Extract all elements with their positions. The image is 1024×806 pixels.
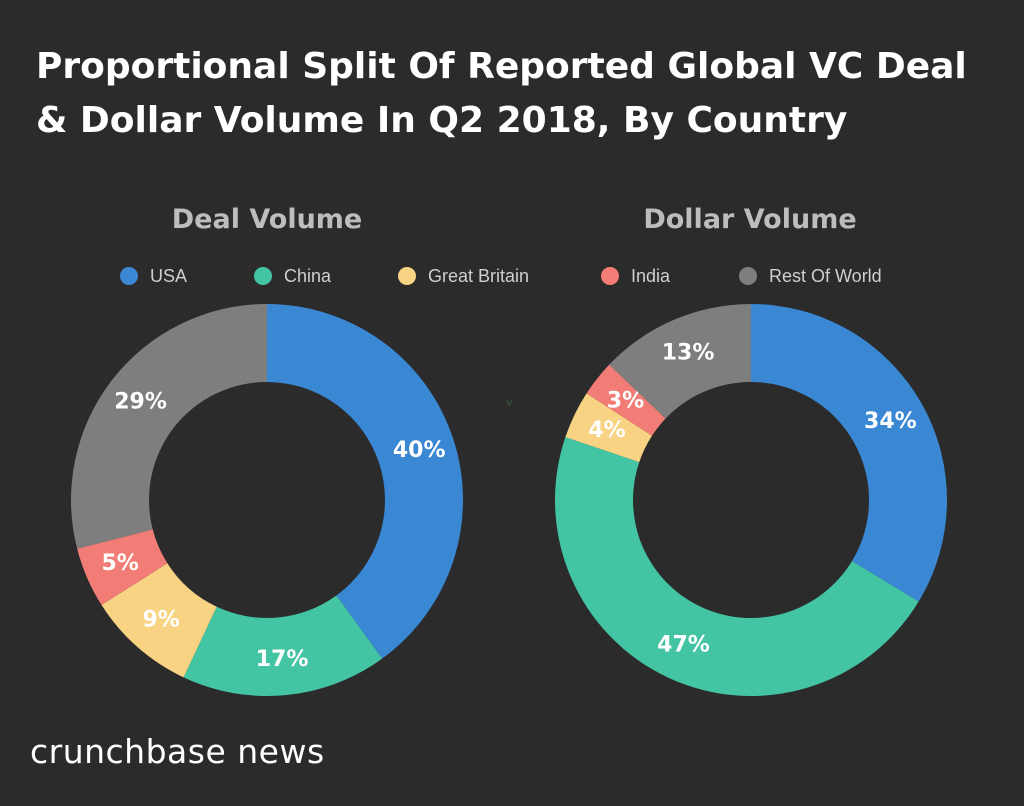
deal-slice-china	[183, 595, 383, 696]
deal-label-usa: 40%	[393, 438, 446, 463]
deal-slice-india	[77, 529, 168, 606]
dollar-label-india: 3%	[607, 388, 644, 413]
legend-label-great-britain: Great Britain	[428, 265, 530, 286]
page-title-line-1: Proportional Split Of Reported Global VC…	[36, 46, 967, 87]
legend-item-usa: USA	[120, 262, 187, 290]
stray-mark: v	[506, 396, 513, 409]
legend-item-india: India	[601, 262, 670, 290]
legend-label-china: China	[284, 265, 332, 286]
crunchbase-news-logo: crunchbase news	[30, 732, 325, 771]
legend-dot-china	[254, 267, 272, 285]
dollar-label-rest-of-world: 13%	[662, 340, 715, 365]
legend-item-china: China	[254, 262, 331, 290]
deal-label-great-britain: 9%	[143, 608, 180, 633]
legend-label-usa: USA	[150, 265, 188, 286]
legend-label-rest-of-world: Rest Of World	[769, 265, 882, 286]
dollar-slice-great-britain	[565, 393, 653, 463]
dollar-slice-rest-of-world	[609, 304, 751, 419]
dollar-slice-india	[586, 364, 666, 436]
dollar-slice-usa	[751, 304, 947, 602]
dollar-slice-china	[555, 437, 919, 696]
legend-item-great-britain: Great Britain	[398, 262, 529, 290]
deal-slice-great-britain	[101, 563, 217, 678]
dollar-label-great-britain: 4%	[588, 418, 625, 443]
deal-label-india: 5%	[101, 551, 138, 576]
page-title-line-2: & Dollar Volume In Q2 2018, By Country	[36, 100, 848, 141]
deal-slice-rest-of-world	[71, 304, 268, 549]
legend-dot-india	[601, 267, 619, 285]
page-title: Proportional Split Of Reported Global VC…	[36, 40, 1006, 148]
deal-slice-usa	[267, 304, 463, 659]
deal-label-china: 17%	[256, 647, 309, 672]
dollar-label-china: 47%	[657, 633, 710, 658]
legend-dot-usa	[120, 267, 138, 285]
dollar-volume-chart-title: Dollar Volume	[643, 204, 857, 235]
dollar-label-usa: 34%	[864, 409, 917, 434]
legend-label-india: India	[631, 265, 671, 286]
legend-item-rest-of-world: Rest Of World	[739, 262, 882, 290]
deal-volume-chart-title: Deal Volume	[171, 204, 363, 235]
legend-dot-great-britain	[398, 267, 416, 285]
legend-dot-rest-of-world	[739, 267, 757, 285]
deal-label-rest-of-world: 29%	[114, 389, 167, 414]
